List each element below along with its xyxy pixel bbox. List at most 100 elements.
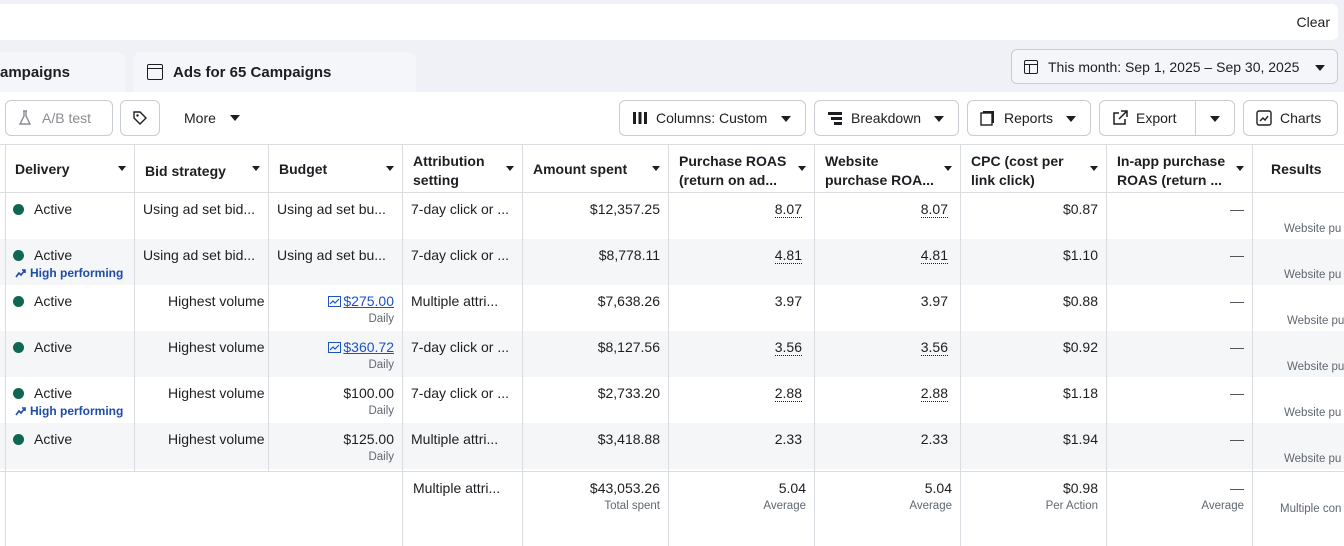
budget-cell[interactable]: $275.00 Daily [269,285,402,331]
column-header-amount-spent[interactable]: Amount spent [525,145,668,193]
budget-cell[interactable]: $100.00 Daily [269,377,402,423]
delivery-status: Active [34,431,73,447]
budget-cell[interactable]: $125.00 Daily [269,423,402,469]
sort-caret-icon[interactable] [1090,166,1098,171]
column-header-label: Website [825,153,879,169]
website-roas-cell: 3.97 [815,285,960,331]
column-header-budget[interactable]: Budget [271,145,402,193]
column-header-label: setting [413,172,459,188]
budget-link[interactable]: $275.00 [343,293,394,309]
inapp-roas-value: — [1230,247,1244,263]
budget-value: Using ad set bu... [277,247,386,263]
inapp-roas-cell: — [1107,239,1252,285]
tag-button[interactable] [120,100,160,136]
total-amount-spent-value: $43,053.26 [589,480,660,496]
column-header-label: Results [1271,161,1322,177]
table-row[interactable]: Active Using ad set bid... Using ad set bu… [0,193,1344,239]
inapp-roas-value: — [1230,339,1244,355]
active-status-dot [13,204,24,215]
calendar-icon [1024,59,1038,74]
results-label: Website pu [1284,269,1342,281]
budget-value: $125.00 [343,431,394,447]
sort-caret-icon[interactable] [506,166,514,171]
website-roas-cell: 2.88 [815,377,960,423]
budget-link[interactable]: $360.72 [343,339,394,355]
budget-cell[interactable]: $360.72 Daily [269,331,402,377]
sort-caret-icon[interactable] [652,166,660,171]
total-inapp-roas: — Average [1109,472,1252,542]
attribution-cell: Multiple attri... [403,285,522,331]
website-roas-value[interactable]: 4.81 [920,247,948,264]
results-label: Website pu [1287,361,1344,373]
amount-spent-cell: $8,778.11 [523,239,668,285]
column-header-website-roas[interactable]: Website purchase ROA... [817,145,960,193]
reports-label: Reports [1004,110,1054,126]
purchase-roas-value[interactable]: 3.56 [774,339,802,356]
attribution-value: 7-day click or ... [411,247,510,263]
purchase-roas-value[interactable]: 8.07 [774,201,802,218]
ab-test-button[interactable]: A/B test [5,100,113,136]
total-cpc-label: Per Action [1045,500,1098,512]
sort-caret-icon[interactable] [798,166,806,171]
export-dropdown-chevron-icon[interactable] [1210,116,1220,122]
column-header-purchase-roas[interactable]: Purchase ROAS (return on ad... [671,145,814,193]
more-button[interactable]: More [172,100,252,136]
bid-strategy-value: Using ad set bid... [143,201,256,217]
website-roas-value[interactable]: 8.07 [920,201,948,218]
column-header-results[interactable]: Results [1263,145,1344,193]
results-cell: Website pu [1253,193,1344,239]
sort-caret-icon[interactable] [386,166,394,171]
date-range-label: This month: Sep 1, 2025 – Sep 30, 2025 [1048,58,1300,75]
inapp-roas-cell: — [1107,285,1252,331]
column-header-cpc[interactable]: CPC (cost per link click) [963,145,1106,193]
export-button[interactable]: Export [1099,100,1235,136]
sort-caret-icon[interactable] [1236,166,1244,171]
tab-campaigns[interactable]: ampaigns [0,52,125,92]
results-label: Website pu [1284,453,1342,465]
table-row[interactable]: Active High performing Highest volume $100.… [0,377,1344,423]
cpc-cell: $1.10 [961,239,1106,285]
table-row[interactable]: Active High performing Using ad set bid...… [0,239,1344,285]
filter-bar[interactable]: Clear [0,4,1338,40]
table-row[interactable]: Active Highest volume $275.00 Daily Multiple… [0,285,1344,331]
purchase-roas-value[interactable]: 2.88 [774,385,802,402]
cpc-cell: $0.87 [961,193,1106,239]
column-header-inapp-roas[interactable]: In-app purchase ROAS (return ... [1109,145,1252,193]
sort-caret-icon[interactable] [118,166,126,171]
sort-caret-icon[interactable] [944,166,952,171]
amount-spent-value: $8,778.11 [598,247,660,263]
column-header-label: Amount spent [533,161,628,177]
active-status-dot [13,250,24,261]
clear-button[interactable]: Clear [1296,14,1330,30]
reports-button[interactable]: Reports [967,100,1091,136]
bid-strategy-cell: Highest volume [135,285,268,331]
table-row[interactable]: Active Highest volume $360.72 Daily 7-day cl… [0,331,1344,377]
charts-button[interactable]: Charts [1243,100,1338,136]
column-header-delivery[interactable]: Delivery [7,145,134,193]
breakdown-button[interactable]: Breakdown [814,100,959,136]
website-roas-value[interactable]: 2.88 [920,385,948,402]
attribution-value: 7-day click or ... [411,339,510,355]
amount-spent-value: $12,357.25 [589,201,660,217]
columns-button[interactable]: Columns: Custom [619,100,806,136]
attribution-cell: 7-day click or ... [403,331,522,377]
results-label: Website pu [1287,315,1344,327]
total-amount-spent-label: Total spent [604,500,660,512]
website-roas-value[interactable]: 3.56 [920,339,948,356]
column-divider [668,145,669,546]
column-divider [960,145,961,546]
date-range-picker[interactable]: This month: Sep 1, 2025 – Sep 30, 2025 [1011,49,1338,84]
column-header-label: link click) [971,172,1035,188]
purchase-roas-value[interactable]: 4.81 [774,247,802,264]
amount-spent-cell: $3,418.88 [523,423,668,469]
cpc-value: $0.88 [1062,293,1098,309]
chevron-down-icon [1066,116,1076,122]
column-header-bid-strategy[interactable]: Bid strategy [137,145,268,193]
bid-strategy-value: Highest volume [168,339,265,355]
sort-caret-icon[interactable] [252,166,260,171]
column-header-attribution[interactable]: Attribution setting [405,145,522,193]
inapp-roas-value: — [1230,201,1244,217]
tab-ads[interactable]: Ads for 65 Campaigns [133,52,416,92]
bid-strategy-cell: Highest volume [135,423,268,469]
table-row[interactable]: Active Highest volume $125.00 Daily Multiple… [0,423,1344,469]
